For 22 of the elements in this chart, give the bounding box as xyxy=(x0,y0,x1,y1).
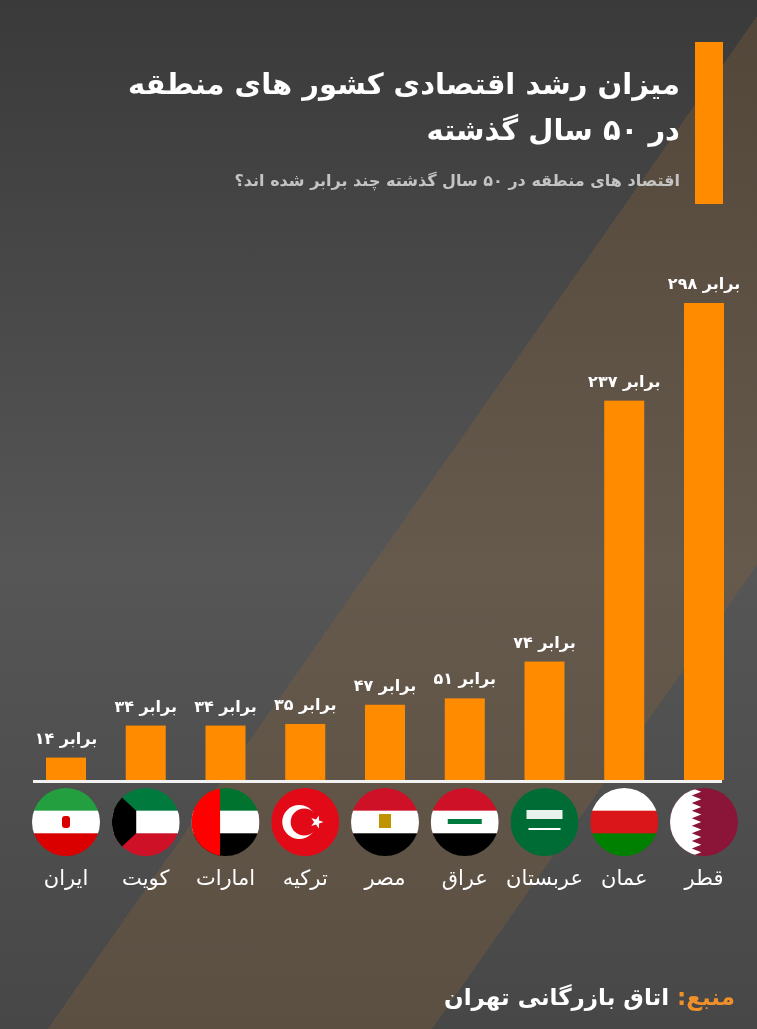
x-tick-label: قطر xyxy=(684,866,724,890)
title: در ۵۰ سال گذشته xyxy=(426,113,680,147)
x-tick-label: عربستان xyxy=(506,866,583,890)
data-label: ۳۵ برابر xyxy=(274,695,337,714)
x-tick-label: ایران xyxy=(43,866,89,890)
data-label: ۳۴ برابر xyxy=(114,696,177,716)
x-tick-label: امارات xyxy=(195,866,256,890)
data-label: ۴۷ برابر xyxy=(353,675,417,695)
annotation: منبع: اتاق بازرگانی تهران xyxy=(444,984,735,1010)
title: میزان رشد اقتصادی کشور های منطقه xyxy=(128,67,680,101)
x-tick-label: عراق xyxy=(441,866,488,890)
x-tick-label: کویت xyxy=(122,866,170,890)
x-tick-label: عمان xyxy=(601,866,648,890)
x-tick-label: مصر xyxy=(364,866,406,890)
data-label: ۲۳۷ برابر xyxy=(588,371,661,391)
data-label: ۳۴ برابر xyxy=(194,696,257,716)
data-label: ۵۱ برابر xyxy=(433,669,496,689)
data-label: ۷۴ برابر xyxy=(513,632,576,652)
data-label: ۱۴ برابر xyxy=(34,728,98,748)
data-label: ۲۹۸ برابر xyxy=(667,274,741,293)
x-tick-label: ترکیه xyxy=(282,866,328,890)
subtitle: اقتصاد های منطقه در ۵۰ سال گذشته چند برابر شده اند؟ xyxy=(234,171,680,190)
